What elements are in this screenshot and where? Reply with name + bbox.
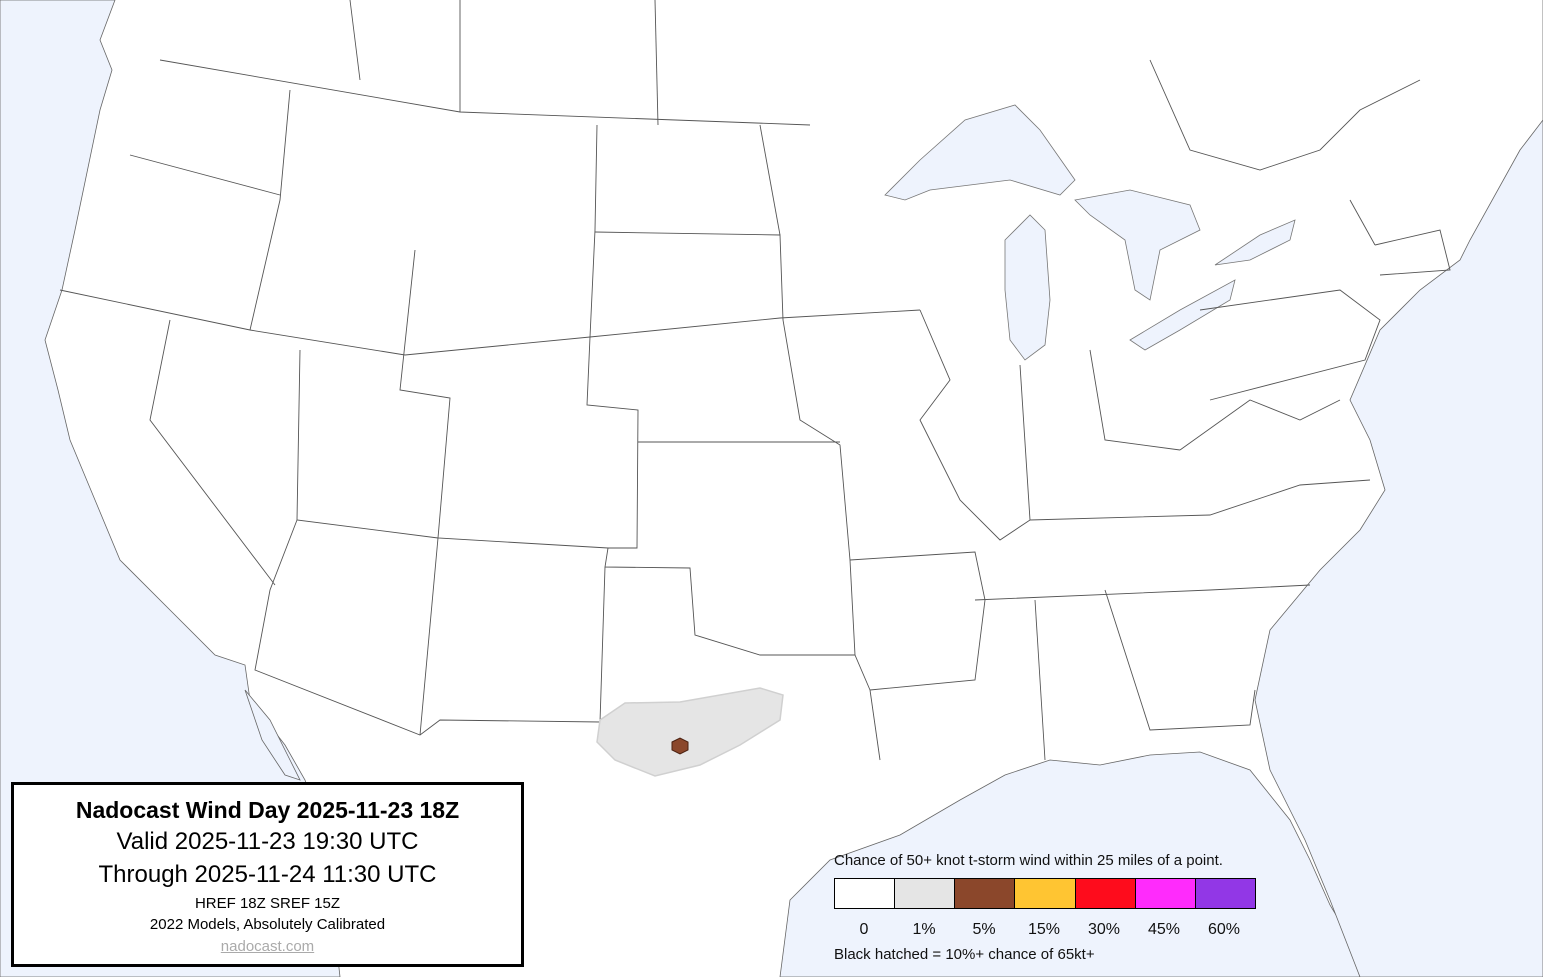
legend-swatch-15pct [1015,879,1076,908]
legend-colorbar [834,878,1256,909]
legend-swatch-45pct [1135,879,1196,908]
lake-erie [1129,279,1236,351]
lake-michigan [1004,214,1051,361]
calibration-text: 2022 Models, Absolutely Calibrated [149,916,386,933]
nadocast-link[interactable]: nadocast.com [220,938,315,955]
forecast-areas [596,687,784,777]
legend: Chance of 50+ knot t-storm wind within 2… [834,852,1274,963]
info-box: Nadocast Wind Day 2025-11-23 18Z Valid 2… [11,782,524,967]
legend-title: Chance of 50+ knot t-storm wind within 2… [834,852,1223,869]
legend-label: 0 [859,921,869,938]
hatch-note: Black hatched = 10%+ chance of 65kt+ [834,946,1095,963]
through-time: Through 2025-11-24 11:30 UTC [98,861,437,888]
forecast-area-1pct [596,687,784,777]
lake-ontario [1214,219,1296,266]
legend-swatch-30pct [1075,879,1136,908]
legend-label: 60% [1207,921,1241,938]
atlantic-ocean [1254,0,1543,977]
legend-label: 1% [912,921,936,938]
lake-huron [1074,189,1201,301]
legend-ticks: 0 1% 5% 15% 30% 45% 60% [834,921,1254,939]
gulf-of-california [244,689,301,781]
legend-label: 15% [1027,921,1061,938]
legend-label: 5% [972,921,996,938]
legend-swatch-60pct [1195,879,1255,908]
legend-swatch-1pct [895,879,956,908]
lake-superior [884,104,1076,201]
forecast-area-5pct [671,737,689,755]
legend-swatch-5pct [955,879,1016,908]
legend-label: 30% [1087,921,1121,938]
valid-time: Valid 2025-11-23 19:30 UTC [116,828,419,855]
map-title: Nadocast Wind Day 2025-11-23 18Z [75,797,460,823]
great-lakes [884,104,1296,361]
legend-label: 45% [1147,921,1181,938]
state-borders [59,0,1451,761]
legend-swatch-0 [835,879,896,908]
models-text: HREF 18Z SREF 15Z [194,895,341,912]
